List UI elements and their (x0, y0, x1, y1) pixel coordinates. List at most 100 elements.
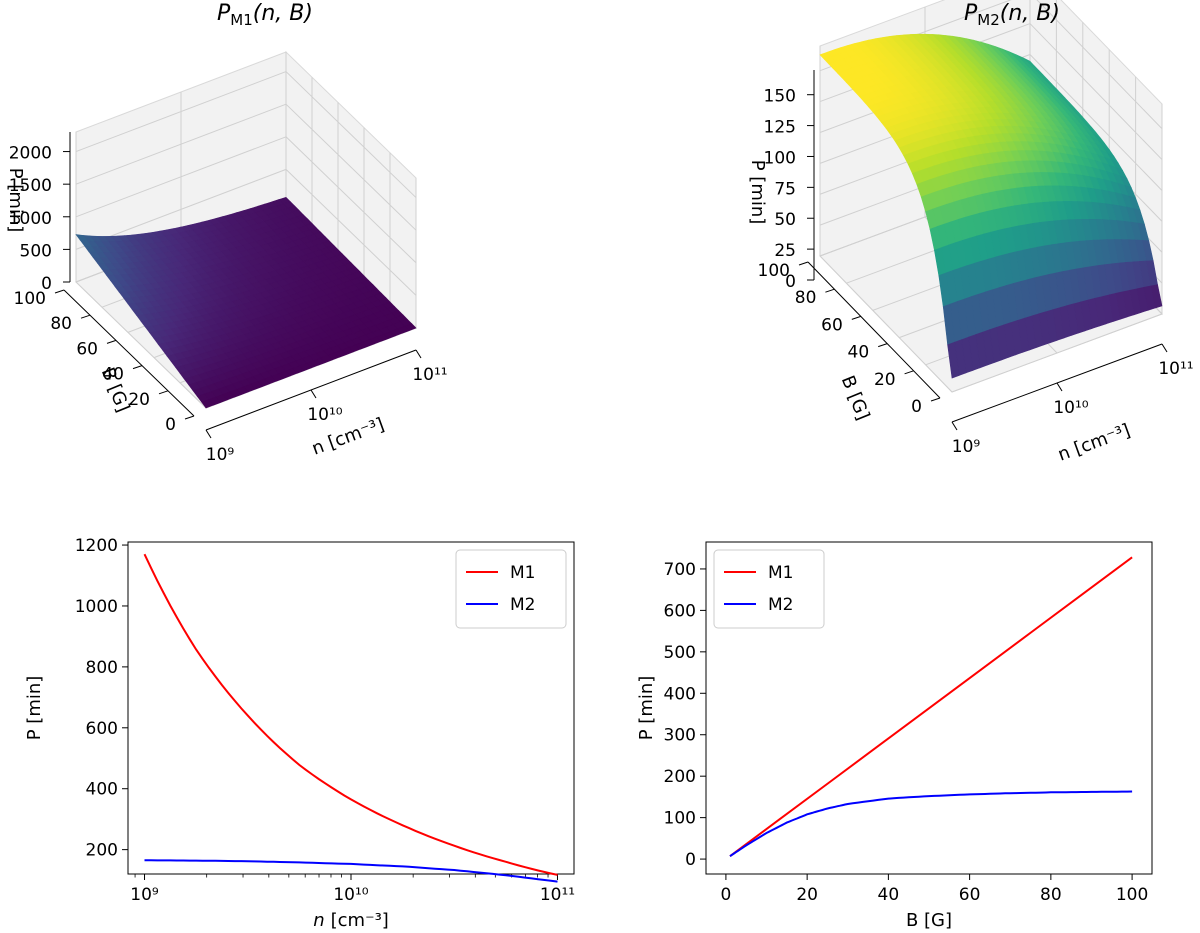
grid-line (285, 103, 417, 231)
line-plot-density: 200 400 600 800 1000 1200 10⁹ 10¹⁰ 10¹¹ n [cm⁻³] P … (0, 480, 600, 933)
series-line-m1 (143, 553, 558, 876)
x-axis-unit: [cm⁻³] (331, 910, 389, 931)
n-tick-label: 10⁹ (952, 437, 981, 457)
grid-line (75, 71, 287, 153)
surface-mesh (75, 196, 417, 409)
b-tick-label: 60 (821, 315, 843, 335)
b-tick-mark (904, 370, 914, 375)
grid-line (285, 71, 417, 198)
p-tick-label: 1500 (9, 176, 52, 196)
surface-chart-svg: 10⁹10¹⁰10¹¹0204060801000500100015002000n… (5, 1, 448, 465)
x-tick-label: 100 (1116, 885, 1148, 905)
y-tick-label: 600 (664, 601, 696, 621)
p-tick-label: 100 (764, 148, 796, 168)
b-tick-mark (878, 343, 888, 348)
title-subscript: M1 (230, 11, 253, 29)
b-tick-label: 100 (14, 289, 46, 309)
x-tick-label: 20 (796, 885, 818, 905)
n-tick-mark (1161, 343, 1168, 353)
series-line-m1 (729, 556, 1133, 858)
b-tick-mark (106, 339, 117, 344)
x-tick-label: 10⁹ (130, 885, 159, 905)
b-tick-label: 20 (128, 390, 150, 410)
b-tick-label: 0 (911, 397, 922, 417)
n-tick-mark (205, 429, 212, 439)
y-tick-label: 1000 (75, 597, 118, 617)
y-tick-label: 300 (664, 726, 696, 746)
grid-line (75, 103, 287, 185)
x-tick-label: 60 (959, 885, 981, 905)
y-tick-label: 400 (664, 684, 696, 704)
n-tick-mark (1056, 382, 1063, 392)
b-tick-mark (825, 288, 835, 293)
surface-chart-svg: 10⁹10¹⁰10¹¹0204060801000255075100125150n… (747, 0, 1194, 466)
b-axis-line (63, 289, 195, 417)
surface-mesh (819, 33, 1163, 379)
grid-line (1036, 0, 1163, 130)
p-tick-label: 150 (764, 87, 796, 107)
grid-line (1029, 23, 1163, 160)
x-axis-label: B [G] (906, 910, 952, 931)
p-tick-label: 0 (785, 272, 796, 292)
surface-plot-m1: 10⁹ 10¹⁰ 10¹¹ 0 20 40 60 80 100 0 500 1000 1500 2000 n… (0, 0, 600, 480)
legend-label: M1 (768, 563, 793, 583)
legend-box (713, 549, 825, 629)
x-tick-label: 80 (1040, 885, 1062, 905)
y-axis-label: P [min] (24, 676, 45, 741)
grid-line (75, 136, 287, 218)
b-tick-label: 40 (102, 365, 124, 385)
title-subscript: M2 (977, 11, 1000, 29)
title-symbol: P (964, 1, 978, 26)
y-tick-label: 400 (86, 780, 118, 800)
grid-line (1029, 54, 1163, 191)
b-tick-label: 0 (165, 415, 176, 435)
b-tick-label: 100 (758, 261, 790, 281)
x-axis-symbol: n (313, 910, 324, 931)
x-axis-label: n [cm⁻³] (313, 910, 389, 931)
n-tick-label: 10¹¹ (412, 365, 447, 385)
p-tick-label: 75 (774, 179, 796, 199)
plot-title: PM2(n, B) (964, 1, 1060, 29)
series-line-m2 (729, 790, 1133, 858)
line-plot-field: 0 100 200 300 400 500 600 700 0 20 40 60 80 100 B [G] P… (600, 480, 1200, 933)
b-tick-label: 20 (874, 370, 896, 390)
n-tick-mark (951, 421, 958, 431)
b-axis-line (807, 261, 941, 399)
b-tick-label: 40 (848, 343, 870, 363)
n-tick-label: 10¹¹ (1158, 359, 1193, 379)
y-tick-label: 800 (86, 658, 118, 678)
legend-label: M1 (510, 563, 535, 583)
surface-patch (201, 399, 214, 409)
y-tick-label: 200 (664, 767, 696, 787)
y-tick-label: 100 (664, 809, 696, 829)
n-tick-label: 10⁹ (206, 445, 235, 465)
y-axis-label: P [min] (636, 676, 657, 741)
y-tick-label: 700 (664, 560, 696, 580)
p-tick-label: 2000 (9, 144, 52, 164)
p-tick-label: 500 (20, 241, 52, 261)
b-tick-mark (930, 397, 941, 402)
p-tick-label: 50 (774, 210, 796, 230)
title-arguments: (n, B) (253, 1, 313, 26)
p-axis-label: P [min] (5, 168, 26, 233)
b-tick-mark (851, 315, 861, 320)
legend-label: M2 (510, 595, 535, 615)
b-tick-mark (80, 314, 91, 319)
grid-line (819, 255, 953, 393)
x-tick-label: 10¹⁰ (333, 885, 368, 905)
y-tick-label: 1200 (75, 536, 118, 556)
x-tick-label: 10¹¹ (540, 885, 575, 905)
legend-box (455, 549, 567, 629)
n-tick-mark (415, 349, 422, 359)
series-line-m2 (144, 859, 558, 883)
b-tick-label: 80 (795, 288, 817, 308)
title-symbol: P (217, 1, 231, 26)
b-axis-label: B [G] (837, 373, 874, 424)
grid-line (285, 136, 417, 264)
line-chart-svg: 200 400 600 800 1000 1200 10⁹ 10¹⁰ 10¹¹ n [cm⁻³] P … (24, 536, 575, 931)
grid-line (75, 281, 207, 409)
y-tick-label: 500 (664, 643, 696, 663)
surface-plot-m2: 10⁹ 10¹⁰ 10¹¹ 0 20 40 60 80 100 0 25 50 75 100 125 150 n… (600, 0, 1200, 480)
p-axis-label: P [min] (747, 160, 768, 225)
y-tick-label: 600 (86, 719, 118, 739)
